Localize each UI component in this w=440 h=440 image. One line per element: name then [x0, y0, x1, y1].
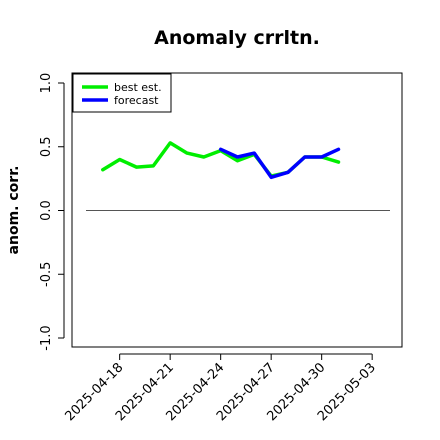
- y-tick-label: -0.5: [39, 262, 54, 287]
- y-tick-label: -1.0: [39, 325, 54, 350]
- y-tick-label: 0.0: [39, 200, 54, 221]
- y-axis-label: anom. corr.: [6, 166, 22, 255]
- series-line-forecast: [218, 147, 341, 180]
- legend-label: best est.: [114, 81, 162, 94]
- y-tick-label: 1.0: [39, 73, 54, 94]
- legend: best est.forecast: [72, 73, 172, 113]
- series-layer: [101, 141, 341, 180]
- legend-box: [72, 73, 172, 113]
- y-tick-label: 0.5: [39, 136, 54, 157]
- chart-title: Anomaly crrltn.: [154, 27, 320, 49]
- plot-frame: [71, 72, 403, 348]
- legend-label: forecast: [114, 94, 159, 107]
- axes-layer: -1.0-0.50.00.51.02025-04-182025-04-21202…: [39, 73, 379, 425]
